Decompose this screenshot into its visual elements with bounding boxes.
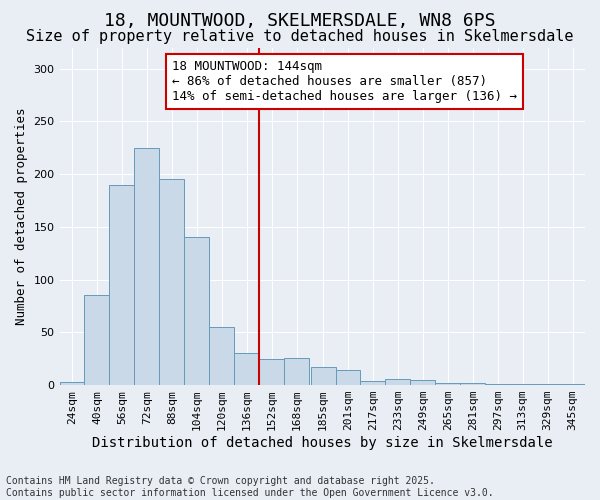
Text: 18, MOUNTWOOD, SKELMERSDALE, WN8 6PS: 18, MOUNTWOOD, SKELMERSDALE, WN8 6PS bbox=[104, 12, 496, 30]
Bar bbox=[335, 370, 361, 385]
Bar bbox=[436, 383, 460, 385]
Bar bbox=[485, 384, 510, 385]
Bar bbox=[361, 381, 385, 385]
Bar bbox=[109, 184, 134, 385]
Bar bbox=[311, 367, 335, 385]
Bar bbox=[209, 327, 234, 385]
Bar bbox=[160, 180, 184, 385]
Bar bbox=[234, 354, 259, 385]
Bar bbox=[460, 383, 485, 385]
Bar bbox=[410, 380, 436, 385]
Y-axis label: Number of detached properties: Number of detached properties bbox=[15, 108, 28, 325]
Bar bbox=[535, 384, 560, 385]
X-axis label: Distribution of detached houses by size in Skelmersdale: Distribution of detached houses by size … bbox=[92, 436, 553, 450]
Bar bbox=[85, 296, 109, 385]
Bar bbox=[510, 384, 535, 385]
Bar bbox=[385, 379, 410, 385]
Bar bbox=[184, 238, 209, 385]
Text: Contains HM Land Registry data © Crown copyright and database right 2025.
Contai: Contains HM Land Registry data © Crown c… bbox=[6, 476, 494, 498]
Bar bbox=[560, 384, 585, 385]
Bar bbox=[134, 148, 160, 385]
Bar bbox=[259, 358, 284, 385]
Bar bbox=[59, 382, 85, 385]
Bar bbox=[284, 358, 309, 385]
Text: 18 MOUNTWOOD: 144sqm
← 86% of detached houses are smaller (857)
14% of semi-deta: 18 MOUNTWOOD: 144sqm ← 86% of detached h… bbox=[172, 60, 517, 103]
Text: Size of property relative to detached houses in Skelmersdale: Size of property relative to detached ho… bbox=[26, 29, 574, 44]
